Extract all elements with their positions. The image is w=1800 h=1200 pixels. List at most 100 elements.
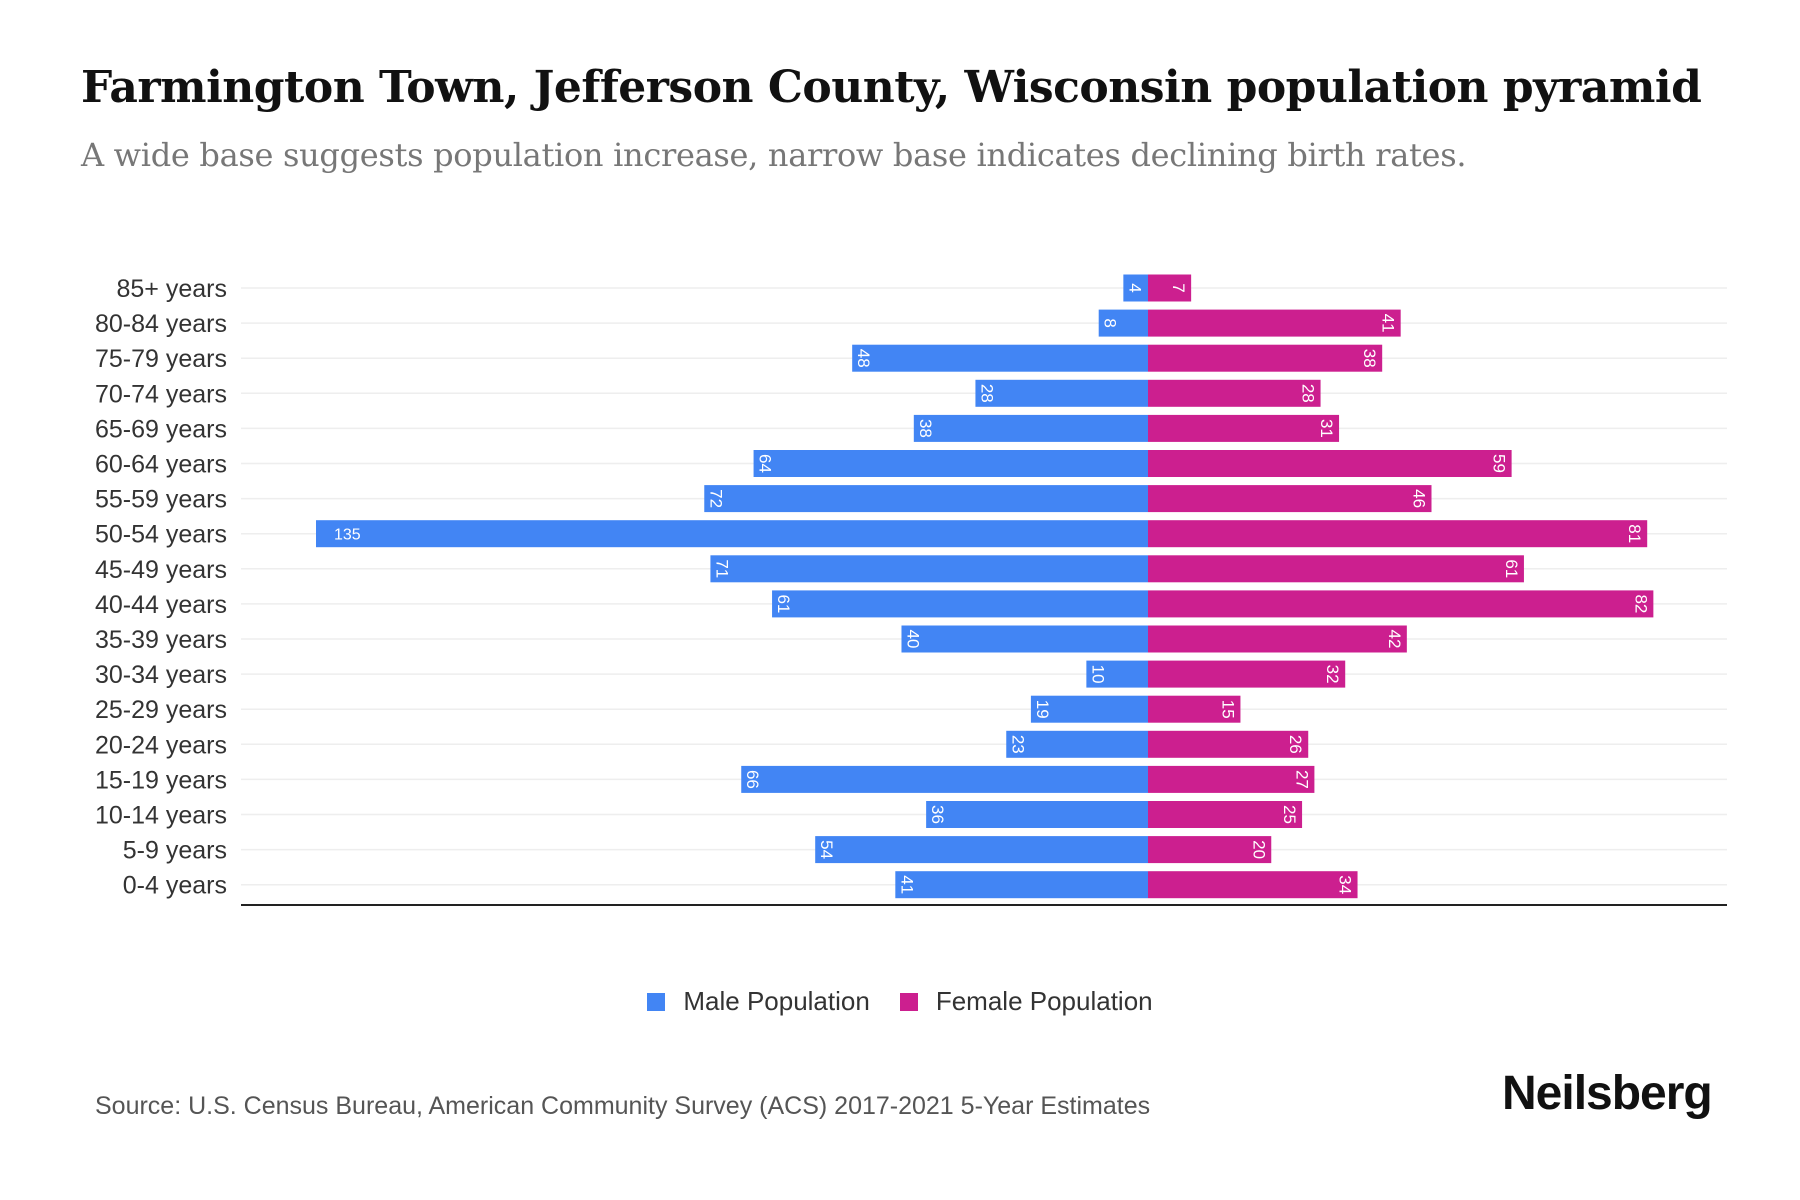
- male-bar: [1086, 660, 1148, 688]
- male-value-label: 71: [712, 559, 731, 578]
- female-value-label: 82: [1631, 594, 1650, 613]
- category-label: 10-14 years: [95, 802, 227, 830]
- female-value-label: 41: [1379, 314, 1398, 333]
- male-bar: [1123, 274, 1148, 302]
- category-label: 15-19 years: [95, 766, 227, 794]
- male-bar: [704, 485, 1148, 513]
- category-label: 30-34 years: [95, 661, 227, 689]
- male-value-label: 8: [1101, 318, 1120, 327]
- male-bar: [753, 450, 1148, 477]
- male-value-label: 10: [1088, 665, 1107, 684]
- female-value-label: 32: [1323, 665, 1342, 684]
- female-value-label: 25: [1280, 805, 1299, 824]
- male-value-label: 61: [774, 594, 793, 613]
- category-label: 70-74 years: [95, 380, 227, 408]
- female-bar: [1148, 414, 1340, 442]
- female-bar: [1148, 379, 1321, 407]
- chart-title: Farmington Town, Jefferson County, Wisco…: [81, 62, 1702, 113]
- male-value-label: 38: [916, 419, 935, 438]
- legend-item-male: Male Population: [647, 986, 870, 1017]
- male-value-label: 28: [977, 384, 996, 403]
- legend-swatch-female: [899, 992, 918, 1011]
- female-value-label: 38: [1360, 349, 1379, 368]
- female-bar: [1148, 274, 1192, 302]
- male-bar: [1006, 730, 1148, 758]
- male-value-label: 19: [1033, 700, 1052, 719]
- category-label: 5-9 years: [123, 837, 227, 865]
- female-value-label: 42: [1385, 630, 1404, 649]
- female-bar: [1148, 590, 1654, 618]
- female-value-label: 81: [1625, 524, 1644, 543]
- female-value-label: 61: [1502, 559, 1521, 578]
- female-bar: [1148, 695, 1241, 723]
- female-value-label: 15: [1218, 700, 1237, 719]
- neilsberg-logo: Neilsberg: [1502, 1067, 1713, 1120]
- category-label: 75-79 years: [95, 345, 227, 373]
- female-bar: [1148, 485, 1432, 513]
- category-label: 25-29 years: [95, 696, 227, 724]
- female-bar: [1148, 871, 1358, 899]
- female-bar: [1148, 660, 1346, 688]
- male-value-label: 72: [706, 489, 725, 508]
- category-label: 80-84 years: [95, 310, 227, 338]
- source-note: Source: U.S. Census Bureau, American Com…: [95, 1092, 1151, 1120]
- female-bar: [1148, 450, 1512, 477]
- female-value-label: 34: [1336, 875, 1355, 894]
- male-value-label: 64: [756, 454, 775, 473]
- male-value-label: 4: [1125, 283, 1144, 292]
- category-label: 45-49 years: [95, 556, 227, 584]
- male-bar: [852, 344, 1148, 372]
- female-value-label: 27: [1292, 770, 1311, 789]
- male-bar: [1030, 695, 1148, 723]
- male-bar: [710, 555, 1148, 583]
- chart-subtitle: A wide base suggests population increase…: [81, 136, 1467, 174]
- male-value-label: 23: [1008, 735, 1027, 754]
- category-label: 65-69 years: [95, 415, 227, 443]
- legend-label-male: Male Population: [683, 986, 870, 1016]
- male-value-label: 41: [897, 875, 916, 894]
- female-value-label: 28: [1299, 384, 1318, 403]
- male-bar: [815, 836, 1148, 864]
- male-bar: [975, 379, 1148, 407]
- legend-label-female: Female Population: [935, 986, 1153, 1016]
- male-value-label: 135: [334, 527, 361, 544]
- male-value-label: 36: [928, 805, 947, 824]
- male-bar: [926, 801, 1148, 828]
- category-label: 40-44 years: [95, 591, 227, 619]
- male-bar: [316, 520, 1148, 548]
- male-value-label: 48: [854, 349, 873, 368]
- category-label: 0-4 years: [123, 872, 227, 900]
- category-label: 50-54 years: [95, 521, 227, 549]
- male-bar: [895, 871, 1148, 899]
- female-bar: [1148, 309, 1401, 337]
- male-bar: [772, 590, 1148, 618]
- female-value-label: 26: [1286, 735, 1305, 754]
- female-value-label: 46: [1409, 489, 1428, 508]
- female-value-label: 59: [1490, 454, 1509, 473]
- male-bar: [901, 625, 1148, 653]
- female-bar: [1148, 344, 1383, 372]
- female-value-label: 7: [1169, 283, 1188, 292]
- population-pyramid-chart: 85+ years 4 7 80-84 years 8 41 75-79 years 48 38…: [95, 274, 1727, 906]
- female-bar: [1148, 520, 1648, 548]
- female-bar: [1148, 836, 1272, 864]
- category-label: 55-59 years: [95, 486, 227, 514]
- category-label: 20-24 years: [95, 731, 227, 759]
- female-bar: [1148, 730, 1309, 758]
- female-bar: [1148, 555, 1524, 583]
- female-bar: [1148, 625, 1407, 653]
- male-bar: [1098, 309, 1148, 337]
- male-bar: [913, 414, 1148, 442]
- female-bar: [1148, 801, 1303, 828]
- male-value-label: 40: [903, 630, 922, 649]
- legend-item-female: Female Population: [899, 986, 1153, 1017]
- category-label: 85+ years: [117, 275, 228, 303]
- female-value-label: 31: [1317, 419, 1336, 438]
- female-bar: [1148, 765, 1315, 793]
- male-bar: [741, 765, 1148, 793]
- category-label: 35-39 years: [95, 626, 227, 654]
- legend: Male Population Female Population: [0, 986, 1800, 1017]
- male-value-label: 54: [817, 840, 836, 859]
- legend-swatch-male: [647, 992, 666, 1011]
- male-value-label: 66: [743, 770, 762, 789]
